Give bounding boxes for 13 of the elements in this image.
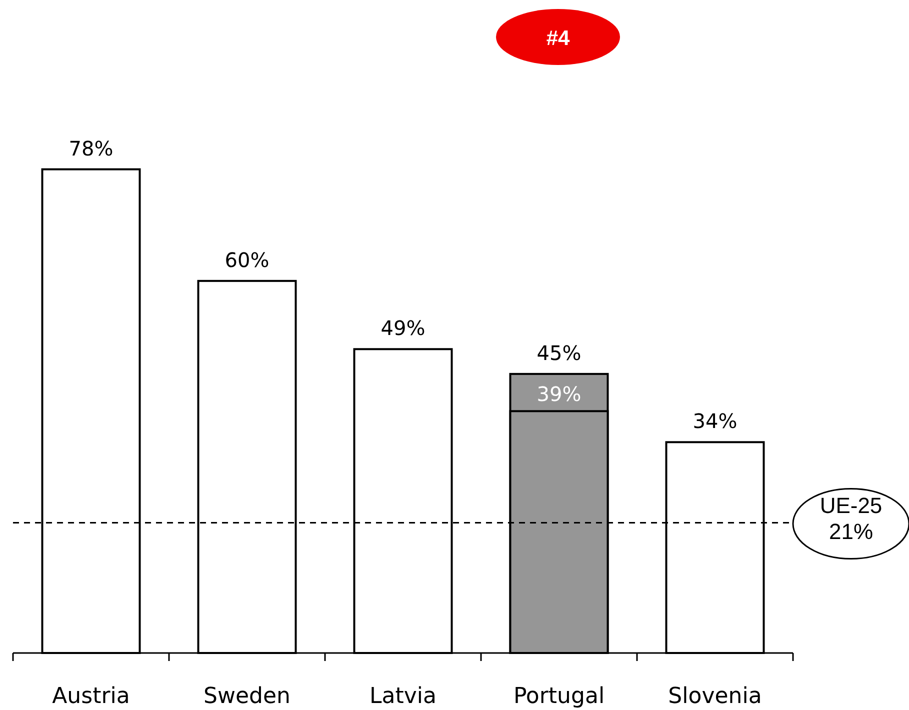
data-label: 60% <box>224 248 270 272</box>
text: #4 <box>546 27 570 50</box>
x-tick-label: Austria <box>52 684 130 709</box>
data-label: 78% <box>68 136 114 160</box>
x-tick-label: Portugal <box>513 684 605 709</box>
data-label: 45% <box>536 340 582 365</box>
x-tick-label: Slovenia <box>668 684 762 709</box>
data-label: 49% <box>380 316 426 340</box>
data-label: 39% <box>536 382 582 406</box>
data-label: 34% <box>692 409 738 434</box>
x-tick-label: Latvia <box>370 684 436 709</box>
ref-line-label: UE-25 21% <box>820 492 882 544</box>
x-tick-label: Sweden <box>204 684 290 709</box>
